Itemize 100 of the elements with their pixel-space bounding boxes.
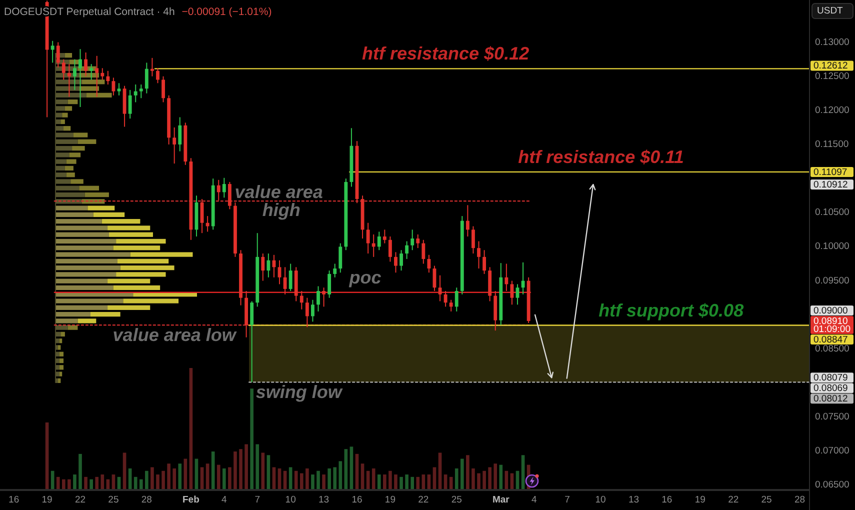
y-axis-title: USDT <box>817 6 844 16</box>
bar <box>68 325 78 330</box>
bar <box>167 464 170 489</box>
bar <box>50 470 54 489</box>
candlestick <box>139 84 143 99</box>
candlestick <box>228 181 232 210</box>
x-tick-label: 7 <box>564 494 570 506</box>
bar <box>145 470 148 489</box>
y-tick-label: 0.09500 <box>815 275 850 286</box>
bar <box>355 454 359 489</box>
text: 0.08910 01:09:00 <box>814 315 850 334</box>
bar <box>59 372 62 376</box>
candlestick <box>67 64 71 98</box>
candlestick <box>422 239 426 264</box>
candlestick <box>250 300 254 383</box>
candlestick <box>516 284 520 306</box>
bar <box>239 449 242 489</box>
x-tick-label: 19 <box>384 494 396 506</box>
bar <box>112 474 116 489</box>
bar <box>55 172 66 178</box>
candlestick <box>410 229 414 251</box>
candlestick <box>382 229 386 244</box>
bar <box>55 265 120 270</box>
bar <box>95 476 99 489</box>
candlestick <box>178 116 182 152</box>
bar <box>55 106 65 111</box>
bar <box>162 470 165 489</box>
candlestick <box>328 270 332 298</box>
bar <box>55 272 116 277</box>
bar <box>55 258 118 264</box>
candlestick <box>466 204 470 237</box>
bar <box>108 305 150 310</box>
candlestick <box>95 55 99 98</box>
bar <box>128 468 132 489</box>
x-tick-label: 25 <box>761 494 772 506</box>
candlestick <box>477 240 480 270</box>
candlestick <box>521 262 525 295</box>
bar <box>55 246 114 250</box>
candlestick <box>84 52 88 77</box>
bar <box>78 454 82 489</box>
x-tick-label: 22 <box>74 494 86 506</box>
bar <box>383 474 386 489</box>
bar <box>55 218 102 224</box>
bar <box>504 470 508 489</box>
bar <box>366 470 370 489</box>
candlestick <box>322 287 326 308</box>
bar <box>328 468 331 489</box>
bar <box>55 139 78 144</box>
y-tick-label: 0.13000 <box>815 36 850 48</box>
x-tick-label: 7 <box>254 494 260 506</box>
bar <box>211 451 215 489</box>
y-tick-label: 0.11500 <box>815 138 849 150</box>
candlestick <box>338 242 342 274</box>
annotation: 0.11097 <box>814 166 848 178</box>
y-tick-label: 0.06500 <box>815 480 850 491</box>
candlestick <box>454 287 458 312</box>
text: 0.08079 <box>814 372 848 384</box>
bar <box>62 112 68 118</box>
candlestick <box>266 253 270 278</box>
candlestick <box>100 68 104 80</box>
bar <box>55 325 68 330</box>
candlestick <box>316 286 320 312</box>
candlestick <box>444 290 448 308</box>
bar <box>333 467 337 489</box>
bar <box>350 446 354 489</box>
bar <box>55 206 88 210</box>
bar <box>466 455 470 489</box>
annotation: htf support $0.08 <box>598 300 744 320</box>
bar <box>64 166 74 171</box>
annotation: htf resistance $0.11 <box>518 146 684 167</box>
bar <box>82 80 105 84</box>
text: 0.09000 <box>814 304 848 316</box>
candlestick <box>305 297 309 328</box>
y-tick-label: 0.10000 <box>815 241 850 252</box>
bar <box>117 258 169 264</box>
bar <box>482 470 486 489</box>
bar <box>108 278 150 284</box>
bar <box>189 368 193 489</box>
candlestick <box>172 126 176 164</box>
candlestick <box>128 89 132 120</box>
bar <box>216 464 220 489</box>
bar <box>108 226 150 230</box>
candlestick <box>300 290 304 310</box>
candlestick <box>283 266 287 295</box>
x-tick-label: 16 <box>352 494 362 506</box>
bar <box>261 452 265 489</box>
bar <box>472 468 475 489</box>
bar <box>60 119 65 124</box>
annotation: htf resistance $0.12 <box>362 44 530 64</box>
bar <box>70 179 84 184</box>
bar <box>444 474 448 489</box>
bar <box>55 212 94 218</box>
bar <box>113 246 160 250</box>
bar <box>64 106 72 111</box>
candlestick <box>288 263 292 292</box>
bar <box>300 473 304 489</box>
x-tick-label: 25 <box>451 494 462 506</box>
bar <box>116 272 166 277</box>
bar <box>113 285 160 290</box>
candlestick <box>117 82 121 96</box>
